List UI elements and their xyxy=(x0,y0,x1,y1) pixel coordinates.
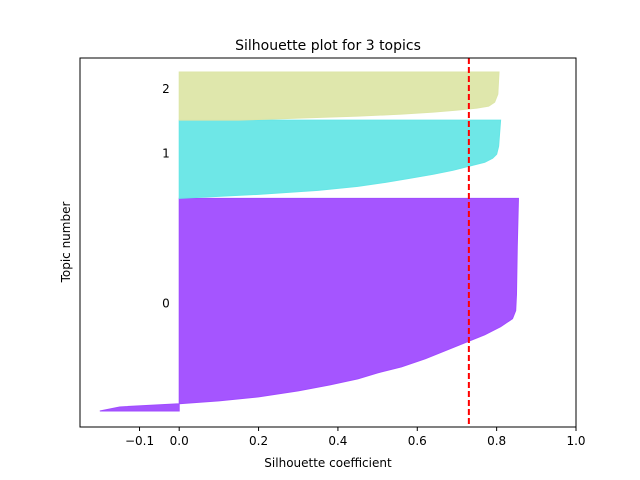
y-axis-label: Topic number xyxy=(59,202,73,284)
plot-area: 0 1 2 xyxy=(99,58,519,427)
chart-title: Silhouette plot for 3 topics xyxy=(235,38,421,54)
x-axis: −0.1 0.0 0.2 0.4 0.6 0.8 1.0 xyxy=(125,427,586,448)
x-tick-label: −0.1 xyxy=(125,434,154,448)
cluster-1-silhouette xyxy=(178,119,502,199)
x-tick-label: 0.4 xyxy=(328,434,347,448)
cluster-0-label: 0 xyxy=(162,297,170,311)
x-tick-label: 1.0 xyxy=(566,434,585,448)
x-tick-label: 0.6 xyxy=(408,434,427,448)
cluster-2-label: 2 xyxy=(162,82,170,96)
axes-frame xyxy=(79,57,577,428)
x-tick-label: 0.8 xyxy=(487,434,506,448)
x-tick-label: 0.0 xyxy=(170,434,189,448)
cluster-0-silhouette xyxy=(99,197,519,412)
x-tick-label: 0.2 xyxy=(249,434,268,448)
cluster-1-label: 1 xyxy=(162,146,170,160)
cluster-2-silhouette xyxy=(178,71,500,121)
x-axis-label: Silhouette coefficient xyxy=(264,456,392,470)
